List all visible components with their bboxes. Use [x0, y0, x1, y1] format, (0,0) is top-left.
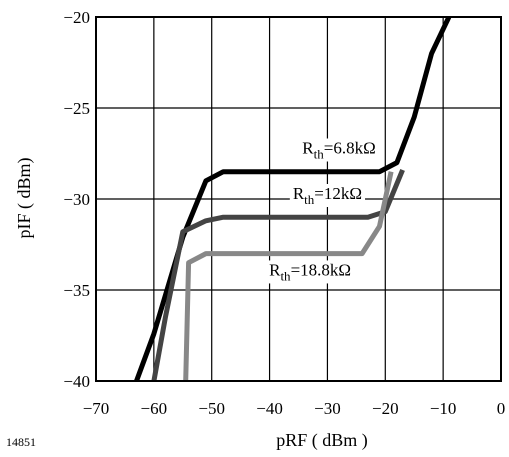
series-line	[151, 168, 405, 381]
series-label: Rth=6.8kΩ	[302, 139, 375, 162]
x-tick-label: −50	[198, 399, 225, 418]
x-tick-label: 0	[497, 399, 506, 418]
y-tick-label: −25	[63, 99, 90, 118]
x-tick-label: −70	[83, 399, 110, 418]
y-tick-label: −20	[63, 8, 90, 27]
series-label-background	[289, 184, 366, 207]
figure-id: 14851	[6, 435, 36, 449]
series-labels: Rth=6.8kΩ Rth=12kΩ Rth=18.8kΩ	[266, 138, 379, 284]
y-tick-label: −35	[63, 281, 90, 300]
x-tick-label: −20	[372, 399, 399, 418]
series-label-background	[266, 260, 355, 284]
plot-frame	[95, 16, 502, 382]
x-axis-label: pRF ( dBm )	[276, 430, 368, 451]
series-label: Rth=18.8kΩ	[269, 260, 351, 283]
x-tick-label: −10	[430, 399, 457, 418]
y-axis-label: pIF ( dBm)	[14, 157, 35, 238]
y-tick-label: −40	[63, 372, 90, 391]
x-tick-label: −30	[314, 399, 341, 418]
y-tick-labels: −20 −25 −30 −35 −40	[63, 8, 90, 391]
series-line	[183, 171, 394, 381]
series-lines	[134, 17, 452, 381]
y-tick-label: −30	[63, 190, 90, 209]
series-label: Rth=12kΩ	[293, 184, 362, 207]
series-label-background	[299, 138, 379, 162]
x-tick-label: −40	[256, 399, 283, 418]
x-tick-labels: −70 −60 −50 −40 −30 −20 −10 0	[83, 399, 506, 418]
x-tick-label: −60	[141, 399, 168, 418]
